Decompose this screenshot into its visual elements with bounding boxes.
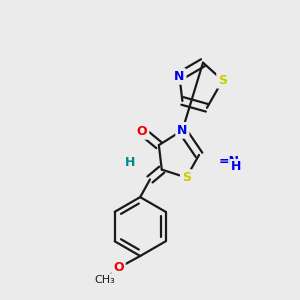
Text: H: H <box>125 156 136 169</box>
Text: N: N <box>177 124 188 137</box>
Text: O: O <box>113 261 124 274</box>
Text: =N: =N <box>219 155 240 168</box>
Text: S: S <box>218 74 227 87</box>
Text: H: H <box>230 160 241 173</box>
Text: S: S <box>182 171 191 184</box>
Text: O: O <box>137 125 148 138</box>
Text: CH₃: CH₃ <box>94 274 115 285</box>
Text: N: N <box>174 70 184 83</box>
